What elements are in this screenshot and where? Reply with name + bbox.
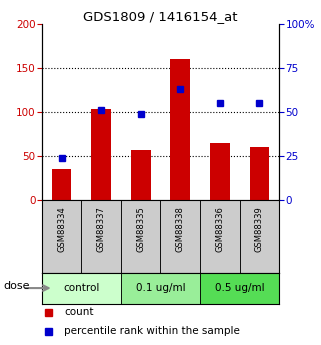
Text: GSM88338: GSM88338 <box>176 206 185 252</box>
Text: GSM88335: GSM88335 <box>136 206 145 252</box>
Text: dose: dose <box>3 282 30 291</box>
Title: GDS1809 / 1416154_at: GDS1809 / 1416154_at <box>83 10 238 23</box>
Bar <box>42 200 81 273</box>
Bar <box>52 169 71 200</box>
Text: 0.1 ug/ml: 0.1 ug/ml <box>136 283 185 293</box>
Bar <box>170 59 190 200</box>
Text: GSM88334: GSM88334 <box>57 206 66 252</box>
Text: GSM88336: GSM88336 <box>215 206 224 252</box>
Bar <box>240 200 279 273</box>
Bar <box>121 273 200 304</box>
Text: percentile rank within the sample: percentile rank within the sample <box>64 326 240 336</box>
Bar <box>121 200 160 273</box>
Bar <box>200 273 279 304</box>
Text: GSM88339: GSM88339 <box>255 206 264 252</box>
Bar <box>81 200 121 273</box>
Bar <box>160 200 200 273</box>
Bar <box>91 109 111 200</box>
Text: count: count <box>64 307 94 317</box>
Bar <box>131 150 151 200</box>
Text: control: control <box>63 283 100 293</box>
Bar <box>200 200 240 273</box>
Text: GSM88337: GSM88337 <box>97 206 106 252</box>
Bar <box>249 147 269 200</box>
Bar <box>42 273 121 304</box>
Bar <box>210 143 230 200</box>
Text: 0.5 ug/ml: 0.5 ug/ml <box>215 283 265 293</box>
